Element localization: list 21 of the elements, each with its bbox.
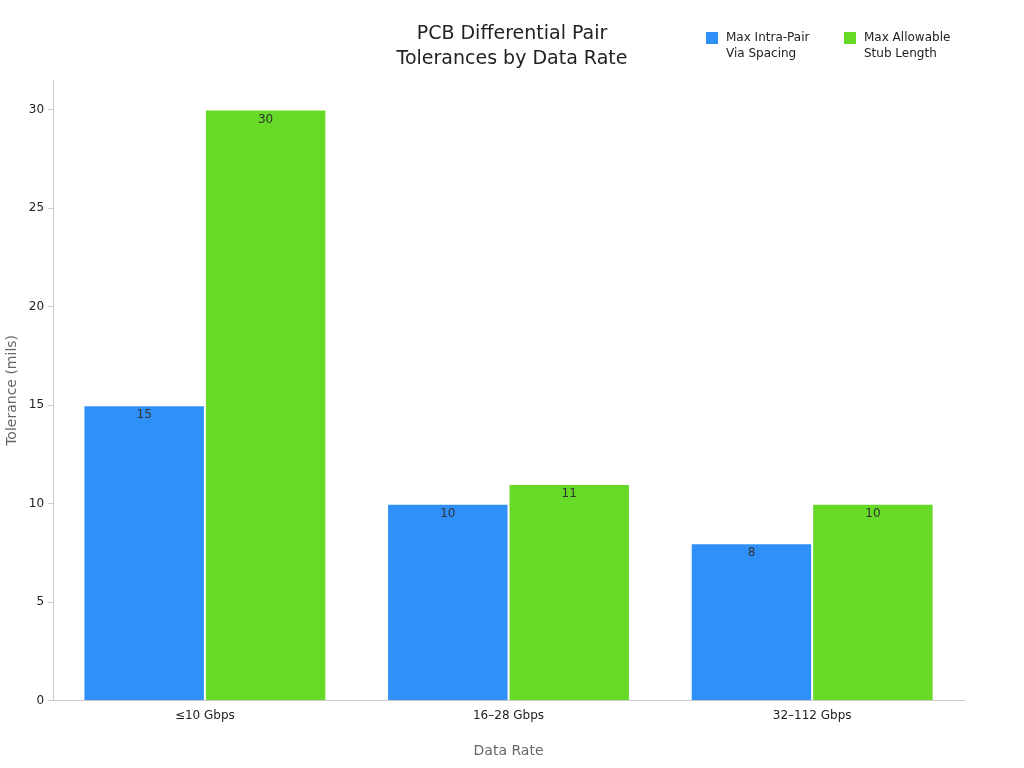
y-tick-label: 25 [28, 200, 45, 215]
y-tick-label: 30 [28, 101, 45, 116]
y-tick-label: 10 [28, 495, 45, 510]
data-label: 10 [865, 505, 881, 520]
y-axis-title: Tolerance (mils) [3, 334, 20, 447]
x-axis-title: Data Rate [473, 742, 544, 759]
chart-title: PCB Differential Pair Tolerances by Data Rate [396, 21, 628, 68]
data-label: 30 [257, 111, 274, 126]
y-tick-label: 0 [36, 692, 45, 707]
data-label: 15 [136, 407, 152, 422]
data-label: 11 [561, 486, 577, 501]
x-tick-label: 16–28 Gbps [472, 708, 545, 723]
data-label: 10 [440, 505, 456, 520]
y-tick-label: 5 [36, 594, 45, 609]
legend-label: Max Allowable Stub Length [864, 29, 952, 61]
x-tick-label: ≤10 Gbps [174, 708, 235, 723]
y-tick-label: 15 [28, 397, 45, 412]
legend-label: Max Intra-Pair Via Spacing [726, 29, 811, 61]
x-tick-label: 32–112 Gbps [772, 708, 852, 723]
y-tick-label: 20 [28, 298, 45, 313]
data-label: 8 [747, 545, 756, 560]
